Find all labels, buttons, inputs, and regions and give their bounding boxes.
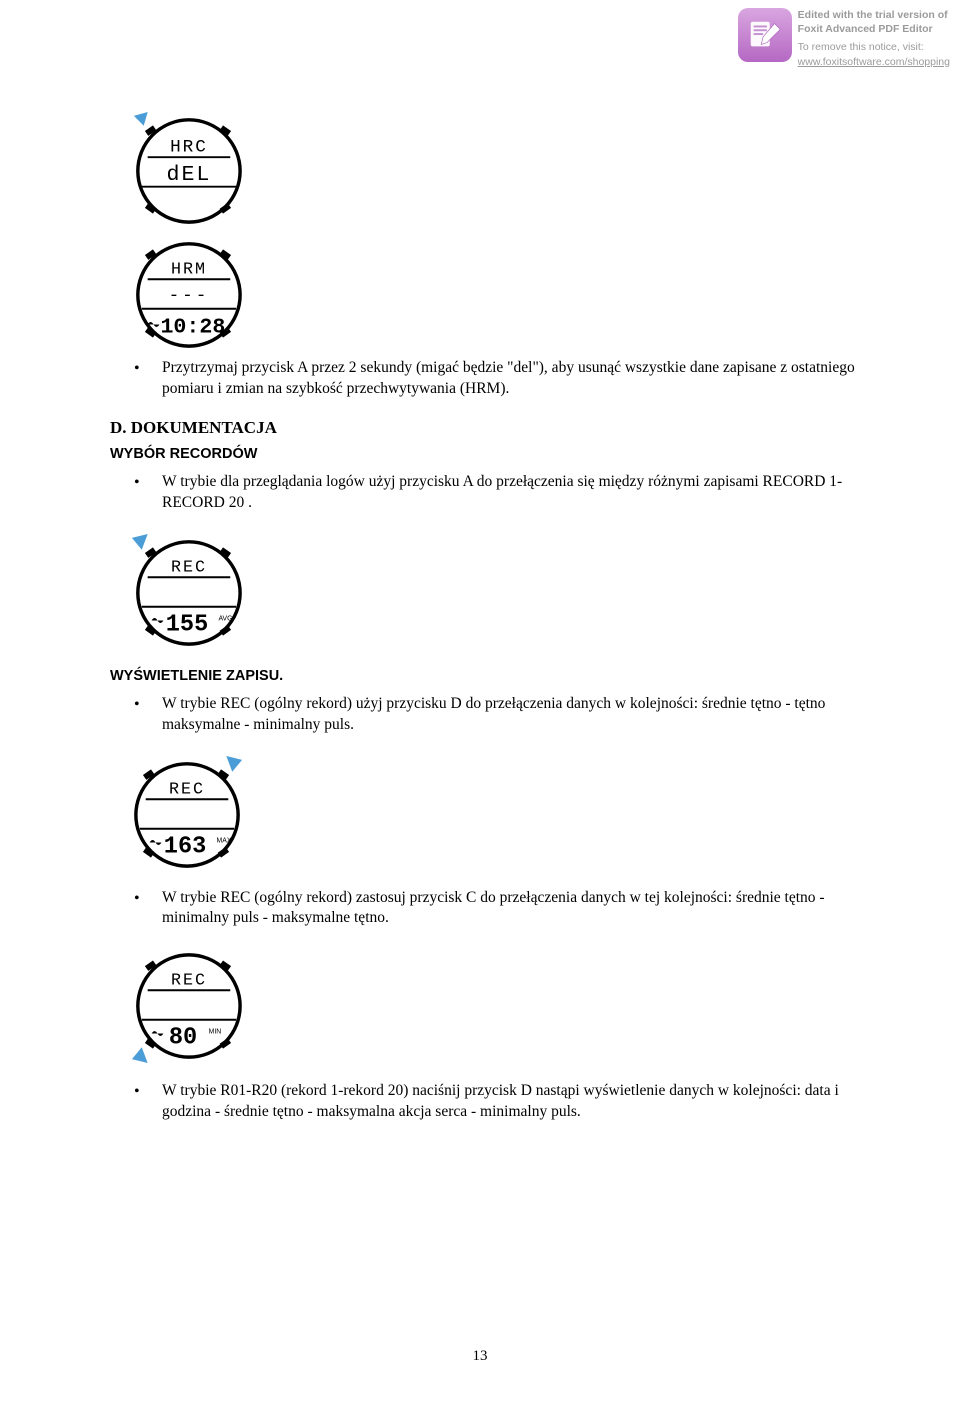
watch-hrc-del: HRC dEL (128, 110, 246, 228)
bullet-item: • W trybie R01-R20 (rekord 1-rekord 20) … (110, 1081, 870, 1123)
bullet-item: • Przytrzymaj przycisk A przez 2 sekundy… (110, 358, 870, 400)
svg-text:REC: REC (169, 780, 205, 799)
svg-text:10:28: 10:28 (160, 315, 225, 339)
watch-hrm-time: HRM --- 10:28 (128, 234, 246, 352)
svg-text:REC: REC (171, 558, 207, 577)
svg-text:dEL: dEL (167, 163, 212, 187)
bullet-icon: • (134, 888, 144, 910)
watch-rec-155: REC 155 AVG (128, 532, 870, 650)
bullet-item: • W trybie REC (ogólny rekord) użyj przy… (110, 694, 870, 736)
section-d-title: D. DOKUMENTACJA (110, 418, 870, 438)
svg-text:155: 155 (166, 611, 208, 638)
page-number: 13 (0, 1348, 960, 1365)
bullet-icon: • (134, 1081, 144, 1103)
bullet-text: W trybie dla przeglądania logów użyj prz… (162, 472, 870, 514)
watch-rec-80: REC 80 MIN (128, 947, 870, 1065)
sub-heading-records: WYBÓR RECORDÓW (110, 446, 870, 462)
bullet-text: Przytrzymaj przycisk A przez 2 sekundy (… (162, 358, 870, 400)
svg-text:163: 163 (164, 833, 206, 860)
svg-text:---: --- (169, 286, 210, 306)
bullet-text: W trybie REC (ogólny rekord) zastosuj pr… (162, 888, 870, 930)
bullet-text: W trybie R01-R20 (rekord 1-rekord 20) na… (162, 1081, 870, 1123)
svg-text:HRC: HRC (170, 137, 208, 157)
watch-illustrations-top: HRC dEL HRM --- 10:28 (128, 110, 870, 352)
sub-heading-display: WYŚWIETLENIE ZAPISU. (110, 668, 870, 684)
bullet-icon: • (134, 694, 144, 716)
bullet-icon: • (134, 358, 144, 380)
bullet-item: • W trybie dla przeglądania logów użyj p… (110, 472, 870, 514)
svg-text:MAX: MAX (217, 837, 232, 844)
bullet-item: • W trybie REC (ogólny rekord) zastosuj … (110, 888, 870, 930)
svg-text:REC: REC (171, 972, 207, 991)
bullet-text: W trybie REC (ogólny rekord) użyj przyci… (162, 694, 870, 736)
svg-text:80: 80 (169, 1025, 197, 1052)
bullet-icon: • (134, 472, 144, 494)
svg-text:HRM: HRM (171, 260, 207, 279)
watch-rec-163: REC 163 MAX (128, 754, 870, 872)
svg-text:AVG: AVG (218, 615, 232, 622)
svg-text:MIN: MIN (209, 1029, 222, 1036)
